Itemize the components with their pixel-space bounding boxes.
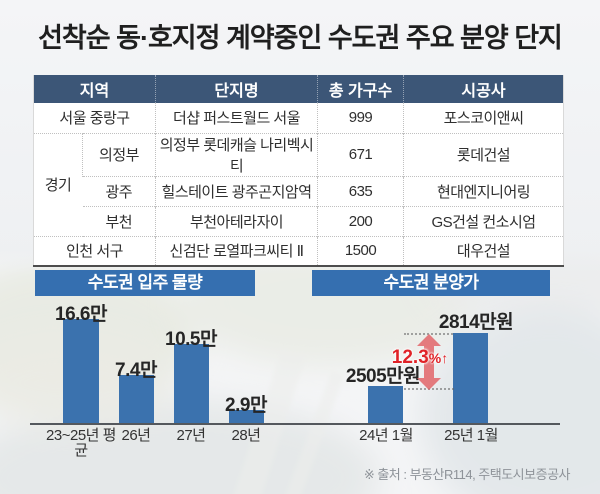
header-complex-name: 단지명 [155,75,318,103]
bar-24-jan [368,386,403,423]
cell-households: 671 [317,132,404,176]
bar-category-label: 25년 1월 [444,427,498,444]
source-note: ※ 출처 : 부동산R114, 주택도시보증공사 [363,467,571,482]
cell-complex-name: 더샵 퍼스트월드 서울 [155,103,318,133]
bar-value-label: 10.5만 [165,329,217,350]
cell-province: 경기 [33,132,83,236]
cell-builder: 현대엔지니어링 [403,175,564,206]
bar-category-label: 27년 [176,427,207,444]
cell-city: 부천 [82,205,156,236]
bar-value-label: 2505만원 [345,366,421,387]
bar-value-label: 7.4만 [115,360,157,381]
increase-percentage-suffix: %↑ [428,350,449,366]
cell-households: 200 [317,205,404,236]
bar-value-label: 2814만원 [438,312,514,333]
cell-city: 광주 [82,175,156,206]
cell-builder: GS건설 컨소시엄 [403,205,564,236]
cell-city: 의정부 [81,132,156,176]
bar-category-label: 28년 [231,427,262,444]
bar-category-label: 26년 [121,427,152,444]
increase-percentage-value: 12.3 [391,347,429,368]
cell-households: 999 [317,103,404,133]
cell-builder: 롯데건설 [403,132,564,176]
cell-complex-name: 힐스테이트 광주곤지암역 [155,175,318,206]
header-region: 지역 [33,75,156,103]
bar-27 [174,344,209,423]
bar-category-label: 24년 1월 [359,427,413,444]
bar-28 [229,410,264,423]
price-chart-title: 수도권 분양가 [312,270,550,296]
guide-dotted-line-top [404,333,453,335]
table-row: 인천 서구 신검단 로열파크씨티 Ⅱ 1500 대우건설 [33,235,564,266]
table-row: 부천 부천아테라자이 200 GS건설 컨소시엄 [34,205,564,236]
bar-26 [119,375,154,423]
cell-region: 서울 중랑구 [59,110,130,128]
bar-23-25-avg [63,319,99,423]
page-title: 선착순 동·호지정 계약중인 수도권 주요 분양 단지 [38,23,563,53]
cell-region: 인천 서구 [33,235,156,266]
cell-builder: 포스코이앤씨 [403,103,564,133]
table-row: 서울 중랑구 더샵 퍼스트월드 서울 999 포스코이앤씨 [34,103,564,133]
cell-households: 1500 [317,235,404,266]
complex-table: 지역 단지명 총 가구수 시공사 서울 중랑구 더샵 퍼스트월드 서울 999 … [33,75,565,267]
cell-households: 635 [317,175,404,206]
table-header-row: 지역 단지명 총 가구수 시공사 [33,75,564,103]
cell-builder: 대우건설 [403,235,564,266]
bar-25-jan [453,333,488,423]
bar-value-label: 2.9만 [225,395,267,416]
bar-value-label: 16.6만 [55,304,107,325]
x-axis-line [30,423,560,425]
table-row: 광주 힐스테이트 광주곤지암역 635 현대엔지니어링 [34,175,564,206]
price-increase-arrow-icon [417,334,441,390]
cell-complex-name: 부천아테라자이 [155,205,318,236]
bar-category-label: 23~25년 평균 [46,427,116,459]
cell-complex-name: 의정부 롯데캐슬 나리벡시티 [155,132,318,176]
increase-percentage-label: 12.3%↑ [392,347,448,369]
supply-chart-title: 수도권 입주 물량 [35,270,255,296]
cell-complex-name: 신검단 로열파크씨티 Ⅱ [155,235,318,266]
header-households: 총 가구수 [317,75,404,103]
table-row: 경기 의정부 의정부 롯데캐슬 나리벡시티 671 롯데건설 [33,132,564,236]
header-builder: 시공사 [403,75,564,103]
